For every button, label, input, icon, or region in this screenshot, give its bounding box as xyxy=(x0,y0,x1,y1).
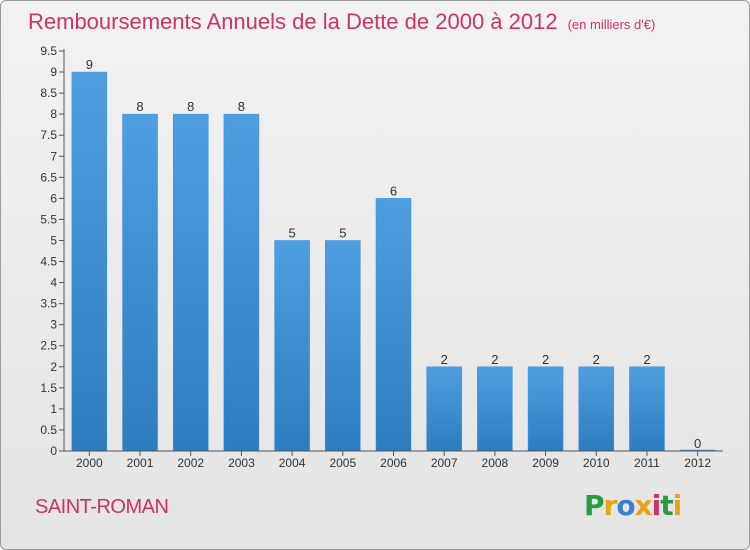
y-tick-label: 0.5 xyxy=(40,423,57,437)
logo-letter: P xyxy=(584,489,605,522)
bar-value-label: 5 xyxy=(288,225,295,240)
x-tick-label: 2008 xyxy=(482,456,509,470)
y-tick-label: 9.5 xyxy=(40,44,57,58)
x-tick-label: 2003 xyxy=(228,456,255,470)
bar-value-label: 5 xyxy=(339,225,346,240)
bar-value-label: 8 xyxy=(187,99,194,114)
place-name: SAINT-ROMAN xyxy=(35,496,169,518)
x-tick-label: 2001 xyxy=(127,456,154,470)
y-tick-label: 4 xyxy=(50,276,57,290)
bar xyxy=(223,113,260,452)
x-tick-label: 2010 xyxy=(583,456,610,470)
x-tick-label: 2004 xyxy=(279,456,306,470)
y-tick-label: 3.5 xyxy=(40,297,57,311)
bar-value-label: 9 xyxy=(86,57,93,72)
bar xyxy=(325,240,361,452)
y-tick-label: 2 xyxy=(50,360,57,374)
chart-title: Remboursements Annuels de la Dette de 20… xyxy=(28,9,655,35)
bar-value-label: 2 xyxy=(593,352,600,367)
bar xyxy=(122,113,158,452)
logo-letter: i xyxy=(651,489,662,522)
y-tick-label: 7 xyxy=(50,149,57,163)
bar-value-label: 2 xyxy=(542,352,549,367)
bar xyxy=(375,198,412,452)
x-tick-label: 2000 xyxy=(76,456,103,470)
y-tick-label: 1 xyxy=(50,402,57,416)
x-tick-label: 2009 xyxy=(532,456,559,470)
chart-title-text: Remboursements Annuels de la Dette de 20… xyxy=(28,9,558,34)
y-tick-label: 9 xyxy=(50,65,57,79)
bar xyxy=(426,366,462,452)
y-tick-label: 5.5 xyxy=(40,212,57,226)
bar-value-label: 6 xyxy=(390,183,397,198)
x-tick-label: 2006 xyxy=(380,456,407,470)
chart-subtitle: (en milliers d'€) xyxy=(567,17,656,32)
y-tick-label: 5 xyxy=(50,233,57,247)
y-tick-label: 4.5 xyxy=(40,255,57,269)
bar-series: 9 8 8 8 5 5 6 2 2 2 2 2 0 xyxy=(71,57,716,452)
y-tick-label: 8 xyxy=(50,107,57,121)
x-tick-label: 2012 xyxy=(684,456,711,470)
bar-value-label: 2 xyxy=(643,352,650,367)
bar xyxy=(578,366,615,452)
x-tick-label: 2011 xyxy=(634,456,660,470)
x-axis: 2000 2001 2002 2003 2004 2005 2006 2007 2008 2009… xyxy=(64,450,723,470)
bar xyxy=(527,366,564,452)
bar-value-label: 2 xyxy=(441,352,448,367)
bar-value-label: 8 xyxy=(136,99,143,114)
x-tick-label: 2007 xyxy=(431,456,458,470)
y-tick-label: 1.5 xyxy=(40,381,57,395)
y-tick-label: 0 xyxy=(50,444,57,458)
y-tick-label: 8.5 xyxy=(40,86,57,100)
bar-value-label: 0 xyxy=(694,436,701,451)
proxiti-logo: Proxiti xyxy=(584,489,683,522)
bar-value-label: 2 xyxy=(491,352,498,367)
bar xyxy=(274,240,310,452)
x-tick-label: 2002 xyxy=(177,456,204,470)
logo-letter: i xyxy=(672,489,683,522)
bar xyxy=(477,366,513,452)
bar xyxy=(172,113,209,452)
bar xyxy=(629,366,665,452)
y-axis: 0 0.5 1 1.5 2 2.5 3 3.5 4 4.5 5 5.5 6 6.5 7 7.5 8 8.5 9 9.5 xyxy=(40,44,65,458)
bar xyxy=(71,71,108,452)
logo-letter: o xyxy=(616,489,635,522)
bar-value-label: 8 xyxy=(238,99,245,114)
y-tick-label: 6 xyxy=(50,191,57,205)
y-tick-label: 6.5 xyxy=(40,170,57,184)
logo-letter: t xyxy=(660,489,673,522)
y-tick-label: 2.5 xyxy=(40,339,57,353)
logo-letter: r xyxy=(603,489,618,522)
y-tick-label: 7.5 xyxy=(40,128,57,142)
logo-letter: x xyxy=(634,489,653,522)
x-tick-label: 2005 xyxy=(329,456,356,470)
y-tick-label: 3 xyxy=(50,318,57,332)
